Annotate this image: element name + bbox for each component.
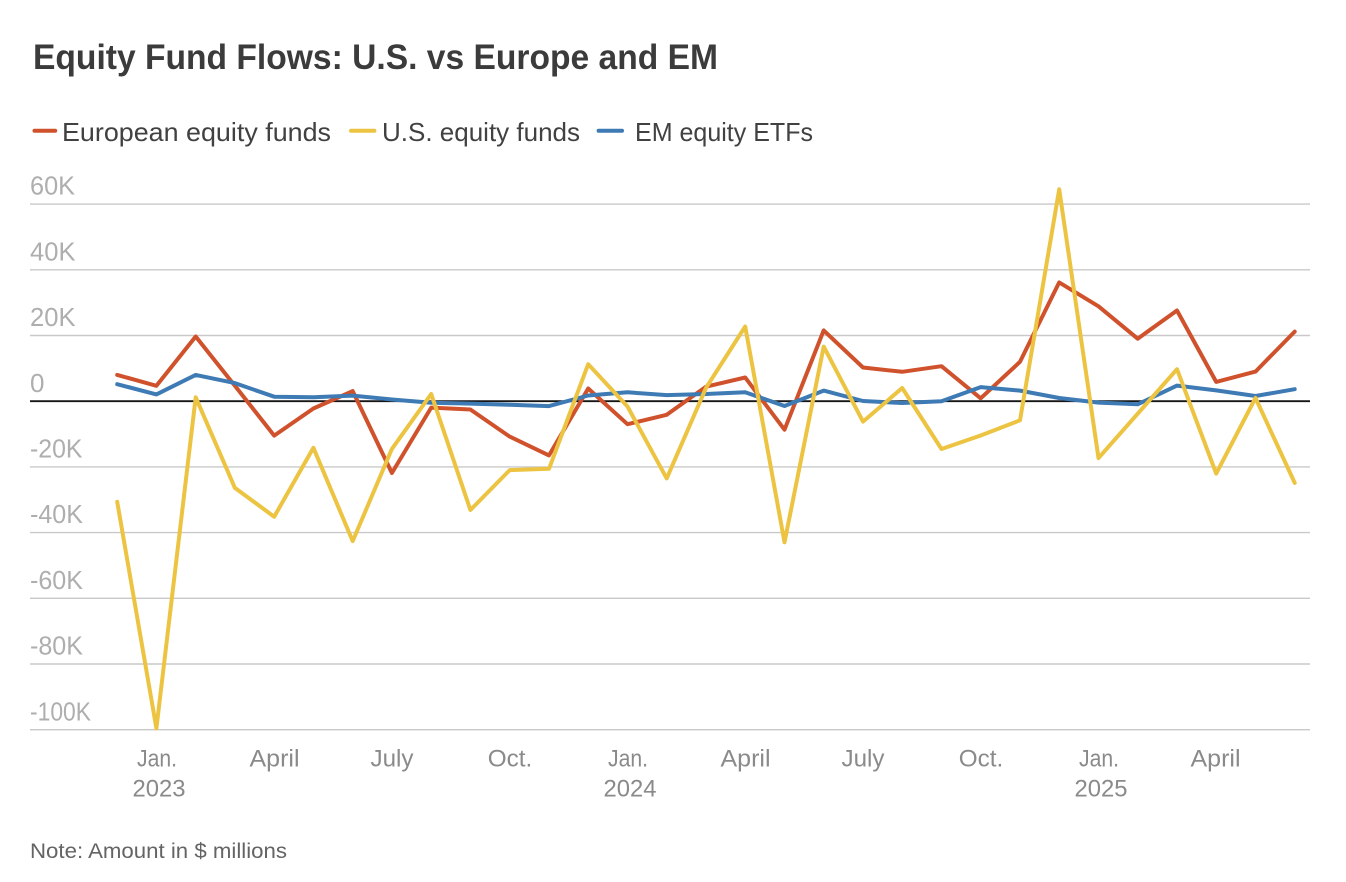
svg-text:U.S. equity funds: U.S. equity funds	[382, 117, 580, 147]
svg-text:Jan.: Jan.	[608, 745, 648, 772]
svg-text:Oct.: Oct.	[488, 745, 533, 772]
svg-text:April: April	[721, 745, 771, 772]
svg-text:-20K: -20K	[30, 434, 83, 464]
svg-text:April: April	[1191, 745, 1241, 772]
svg-text:Oct.: Oct.	[959, 745, 1004, 772]
svg-text:Jan.: Jan.	[137, 745, 177, 772]
svg-text:April: April	[250, 745, 300, 772]
svg-text:-80K: -80K	[30, 631, 84, 661]
svg-text:Note: Amount in $ millions: Note: Amount in $ millions	[30, 840, 287, 863]
svg-text:0: 0	[30, 368, 44, 398]
svg-text:40K: 40K	[30, 236, 76, 266]
svg-text:Jan.: Jan.	[1079, 745, 1119, 772]
svg-text:European equity funds: European equity funds	[62, 117, 331, 147]
svg-text:-40K: -40K	[30, 499, 84, 529]
svg-text:-100K: -100K	[30, 696, 92, 726]
svg-text:EM equity ETFs: EM equity ETFs	[635, 117, 813, 147]
svg-text:Equity Fund Flows: U.S. vs Eur: Equity Fund Flows: U.S. vs Europe and EM	[33, 38, 718, 77]
svg-text:July: July	[371, 745, 414, 772]
svg-text:20K: 20K	[30, 302, 76, 332]
svg-text:July: July	[842, 745, 885, 772]
svg-text:60K: 60K	[30, 171, 76, 201]
svg-text:-60K: -60K	[30, 565, 84, 595]
svg-text:2023: 2023	[133, 775, 186, 802]
svg-text:2024: 2024	[604, 775, 657, 802]
svg-text:2025: 2025	[1075, 775, 1128, 802]
